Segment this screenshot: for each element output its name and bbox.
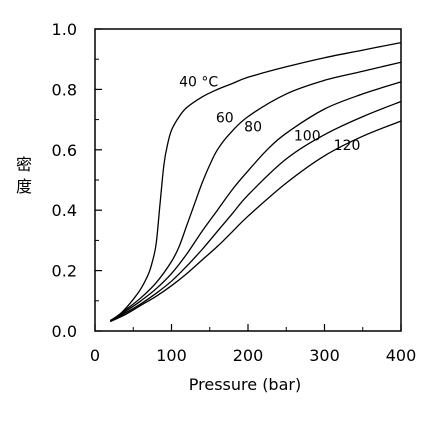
- curve-series-3: [109, 81, 402, 322]
- y-tick-label: 0.4: [52, 201, 77, 220]
- x-tick-label: 300: [309, 346, 340, 365]
- y-tick-label: 0.6: [52, 141, 77, 160]
- y-tick-label: 0.0: [52, 322, 77, 341]
- y-tick-label: 1.0: [52, 20, 77, 39]
- curve-labels: 40 °C 60 80 100 120: [179, 74, 360, 153]
- x-tick-label: 100: [156, 346, 187, 365]
- plot-frame: [94, 28, 402, 332]
- curve-series-1: [109, 41, 402, 321]
- curve-label-5: 120: [334, 138, 361, 154]
- curve-label-2: 60: [216, 111, 234, 127]
- y-tick-label: 0.2: [52, 262, 77, 281]
- x-tick-label: 0: [90, 346, 100, 365]
- curve-label-4: 100: [294, 129, 321, 145]
- x-tick-label: 200: [233, 346, 264, 365]
- tick-labels: 0 100 200 300 400 0.0 0.2 0.4 0.6 0.8 1.0: [52, 20, 417, 365]
- x-tick-label: 400: [386, 346, 417, 365]
- y-tick-label: 0.8: [52, 80, 77, 99]
- curve-label-1: 40 °C: [179, 74, 218, 90]
- curve-series-2: [109, 61, 402, 322]
- curves: [109, 41, 402, 323]
- x-axis-title: Pressure (bar): [189, 375, 301, 394]
- curve-series-5: [110, 120, 402, 323]
- curve-label-3: 80: [244, 120, 262, 136]
- y-axis-title: 密度: [16, 155, 32, 196]
- y-axis-title-char: 密: [16, 155, 32, 174]
- axis-ticks: [94, 28, 402, 332]
- curve-series-4: [109, 100, 402, 322]
- y-axis-title-char: 度: [16, 177, 32, 196]
